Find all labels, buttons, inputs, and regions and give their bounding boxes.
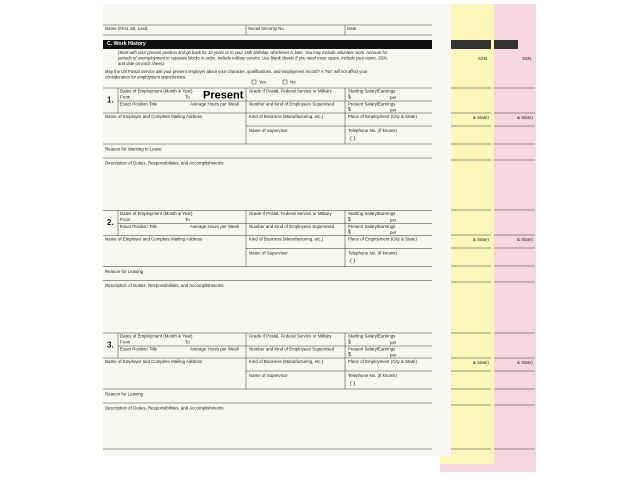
dollar: $ [348,230,351,236]
starting-label: Starting Salary/Earnings [348,334,396,339]
to-label: To [185,340,190,345]
dates-label: Dates of Employment (Month & Year) [120,334,193,339]
business-label: Kind of Business (Manufacturing, etc.) [249,114,324,119]
duties-label: Description of Duties, Responsibilities,… [105,283,224,288]
per: per [390,340,397,345]
reason-label: Reason for Wanting to Leave [105,147,162,152]
present-label: Present Salary/Earnings [348,102,396,107]
dollar: $ [348,107,351,113]
place-label: Place of Employment (City & State) [348,114,417,119]
no-label: No [290,80,296,85]
to-label: To [185,95,190,100]
yes-label: Yes [259,80,267,85]
supervisor-label: Name of Supervisor [249,373,288,378]
copy-fragment: & State) [517,115,533,120]
front-page [103,4,451,456]
to-label: To [185,217,190,222]
copy-fragment: & State) [473,115,489,120]
phone-label: Telephone No. (If known) [348,251,397,256]
grade-label: Grade If Postal, Federal Service or Mili… [249,334,333,339]
supervised-label: Number and Kind of Employees Supervised [249,224,335,229]
copy-fragment: & State) [473,360,489,365]
from-label: From [120,95,131,100]
hours-label: Average Hours per Week [190,347,240,352]
block-number: 2. [107,218,114,227]
hours-label: Average Hours per Week [190,224,240,229]
per: per [390,108,397,113]
place-label: Place of Employment (City & State) [348,237,417,242]
yes-checkbox [251,79,257,85]
copy-fragment: & State) [473,237,489,242]
instructions: (Start with your present position and go… [118,50,388,55]
dollar: $ [348,217,351,223]
dollar: $ [348,340,351,346]
question: consideration for employment opportuniti… [105,75,186,80]
per: per [390,218,397,223]
per: per [390,230,397,235]
supervised-label: Number and Kind of Employees Supervised [249,347,335,352]
title-label: Exact Position Title [120,224,158,229]
yellow-section-bar [451,40,491,49]
duties-label: Description of Duties, Responsibilities,… [105,161,224,166]
supervised-label: Number and Kind of Employees Supervised [249,102,335,107]
copy-fragment: & State) [517,237,533,242]
supervisor-label: Name of Supervisor [249,251,288,256]
employer-label: Name of Employer and Complete Mailing Ad… [105,359,203,364]
date-label: Date [347,26,357,31]
instructions: and date on each sheet.) [118,61,165,66]
employer-label: Name of Employer and Complete Mailing Ad… [105,237,203,242]
dollar: $ [348,95,351,101]
title-label: Exact Position Title [120,347,158,352]
per: per [390,95,397,100]
starting-label: Starting Salary/Earnings [348,89,396,94]
duties-label: Description of Duties, Responsibilities,… [105,406,224,411]
copy-fragment: & State) [517,360,533,365]
name-label: Name (First, MI, Last) [105,26,148,31]
block-number: 1. [107,96,114,105]
title-label: Exact Position Title [120,102,158,107]
per: per [390,353,397,358]
question: May the US Postal Service ask your prese… [105,69,368,74]
grade-label: Grade If Postal, Federal Service or Mili… [249,89,333,94]
no-checkbox [282,79,288,85]
hours-label: Average Hours per Week [190,102,240,107]
phone-label: Telephone No. (If known) [348,128,397,133]
section-bar [103,40,432,49]
handwritten-present: Present [203,90,244,102]
copy-fragment: SSN. [478,56,488,61]
supervisor-label: Name of Supervisor [249,128,288,133]
copy-fragment: SSN. [522,56,532,61]
from-label: From [120,217,131,222]
dates-label: Dates of Employment (Month & Year) [120,89,193,94]
block-number: 3. [107,341,114,350]
employer-label: Name of Employer and Complete Mailing Ad… [105,114,203,119]
ssn-label: Social Security No. [248,26,285,31]
reason-label: Reason for Leaving [105,269,144,274]
grade-label: Grade If Postal, Federal Service or Mili… [249,211,333,216]
section-title: C. Work History [107,41,146,47]
dates-label: Dates of Employment (Month & Year) [120,211,193,216]
present-label: Present Salary/Earnings [348,224,396,229]
reason-label: Reason for Leaving [105,392,144,397]
from-label: From [120,340,131,345]
starting-label: Starting Salary/Earnings [348,211,396,216]
pink-section-bar [494,40,518,49]
business-label: Kind of Business (Manufacturing, etc.) [249,359,324,364]
phone-paren: ( ) [350,136,355,142]
phone-paren: ( ) [350,381,355,387]
phone-paren: ( ) [350,259,355,265]
present-label: Present Salary/Earnings [348,347,396,352]
dollar: $ [348,352,351,358]
phone-label: Telephone No. (If known) [348,373,397,378]
place-label: Place of Employment (City & State) [348,359,417,364]
business-label: Kind of Business (Manufacturing, etc.) [249,237,324,242]
instructions: periods of unemployment in separate bloc… [117,56,388,61]
